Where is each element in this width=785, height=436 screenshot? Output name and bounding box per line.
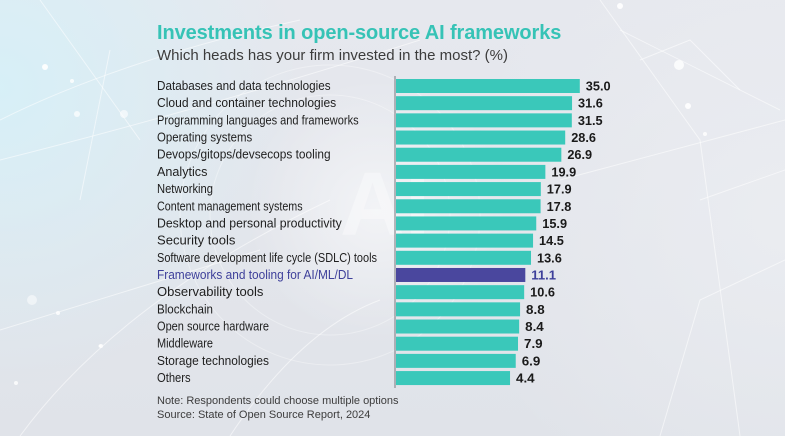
bars — [396, 79, 580, 386]
bar — [396, 353, 516, 368]
category-label: Frameworks and tooling for AI/ML/DL — [157, 267, 353, 282]
value-label: 17.9 — [547, 182, 572, 197]
value-label: 17.8 — [547, 199, 572, 214]
category-label: Security tools — [157, 233, 236, 248]
bar — [396, 371, 511, 386]
bar-highlighted — [396, 267, 526, 282]
category-label: Storage technologies — [157, 353, 269, 368]
value-labels: 35.0 31.6 31.5 28.6 26.9 19.9 17.9 17.8 15.9 14.5… — [516, 79, 611, 386]
bar — [396, 216, 537, 231]
bar — [396, 130, 566, 145]
category-label: Blockchain — [157, 301, 213, 316]
category-label: Analytics — [157, 164, 208, 179]
value-label: 7.9 — [524, 336, 543, 351]
bar — [396, 79, 580, 93]
category-label: Middleware — [157, 336, 213, 351]
category-label: Software development life cycle (SDLC) t… — [157, 250, 377, 265]
bar — [396, 182, 541, 197]
category-label: Devops/gitops/devsecops tooling — [157, 147, 331, 162]
category-label: Observability tools — [157, 284, 264, 299]
bar — [396, 233, 534, 248]
chart-subtitle: Which heads has your firm invested in th… — [157, 47, 508, 64]
bar — [396, 147, 562, 162]
value-label: 13.6 — [537, 250, 562, 265]
value-label: 19.9 — [551, 164, 576, 179]
category-label: Cloud and container technologies — [157, 95, 337, 110]
value-label: 10.6 — [530, 285, 555, 300]
category-label: Content management systems — [157, 198, 303, 213]
bar — [396, 96, 573, 111]
value-label: 8.4 — [525, 319, 544, 334]
category-label: Programming languages and frameworks — [157, 112, 359, 127]
bar — [396, 319, 520, 334]
value-label: 15.9 — [542, 216, 567, 231]
value-label: 14.5 — [539, 233, 564, 248]
source-text: Source: State of Open Source Report, 202… — [157, 409, 371, 421]
bar — [396, 164, 546, 179]
note-text: Note: Respondents could choose multiple … — [157, 395, 399, 407]
value-label: 26.9 — [567, 147, 592, 162]
category-label: Networking — [157, 181, 213, 196]
bar — [396, 250, 532, 265]
bar — [396, 285, 525, 300]
value-label: 35.0 — [586, 79, 611, 94]
bar — [396, 113, 572, 128]
category-label: Desktop and personal productivity — [157, 215, 342, 230]
value-label: 6.9 — [522, 353, 541, 368]
category-label: Open source hardware — [157, 319, 269, 334]
chart-title: Investments in open-source AI frameworks — [157, 22, 562, 44]
value-label: 31.6 — [578, 96, 603, 111]
value-label: 4.4 — [516, 371, 535, 386]
category-label: Databases and data technologies — [157, 78, 331, 93]
bar — [396, 302, 521, 317]
value-label: 28.6 — [571, 130, 596, 145]
category-label: Others — [157, 370, 191, 385]
bar — [396, 199, 541, 214]
category-label: Operating systems — [157, 130, 253, 145]
footnote: Note: Respondents could choose multiple … — [157, 394, 399, 422]
category-labels: Databases and data technologies Cloud and… — [157, 78, 377, 385]
value-label: 8.8 — [526, 302, 545, 317]
bar — [396, 336, 519, 351]
value-label: 31.5 — [578, 113, 603, 128]
value-label: 11.1 — [531, 267, 556, 282]
